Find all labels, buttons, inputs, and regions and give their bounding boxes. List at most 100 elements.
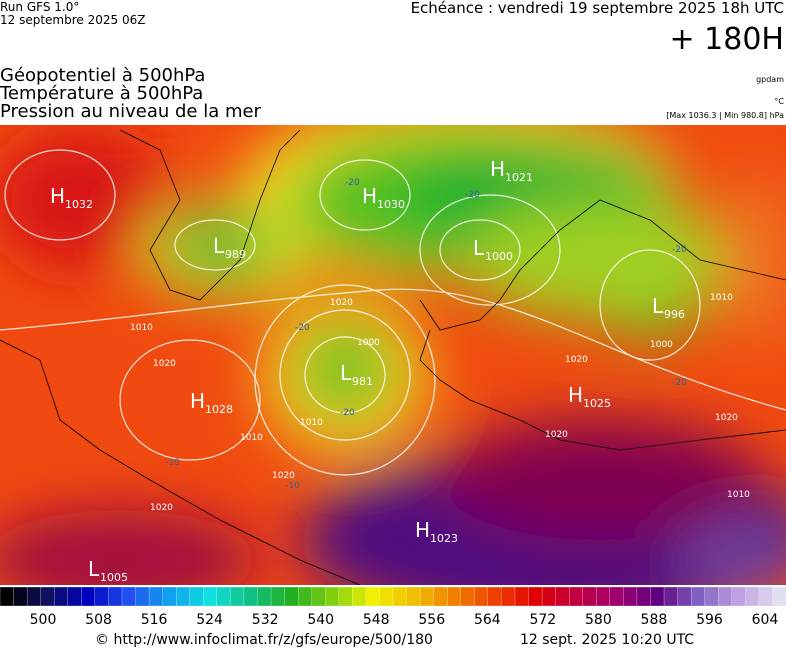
colorbar-swatch [419,586,435,607]
colorbar-swatch [379,586,394,607]
center-value: 1005 [100,571,128,584]
colorbar-swatch [67,586,82,607]
colorbar-swatch [54,586,69,607]
isobar-label: 1010 [300,418,323,428]
isobar-label: 1010 [710,293,733,303]
colorbar-swatch [94,586,110,607]
isobar-label: 1000 [357,338,380,348]
title-line: Température à 500hPa [0,83,203,104]
colorbar-swatch [325,586,340,607]
colorbar-tick-label: 556 [418,612,445,628]
colorbar-swatch [474,586,489,607]
center-value: 1030 [377,198,405,211]
colorbar-tick-label: 572 [529,612,556,628]
colorbar-swatch [569,586,584,607]
title-line: Géopotentiel à 500hPa [0,65,205,86]
colorbar-swatch [596,586,611,607]
colorbar-swatch [704,586,719,607]
center-letter: H [568,383,583,407]
colorbar-tick-label: 532 [252,612,279,628]
colorbar-swatch [731,586,746,607]
isobar-label: 1010 [240,433,263,443]
temperature-label: -10 [285,481,300,491]
center-value: 996 [664,308,685,321]
center-value: 1028 [205,403,233,416]
isobar-label: 1010 [130,323,153,333]
colorbar-swatch [447,586,462,607]
isobar-label: 1020 [272,471,295,481]
colorbar-tick-label: 564 [474,612,501,628]
colorbar-swatch [176,586,191,607]
colorbar-swatch [501,586,516,607]
unit-temp: °C [774,97,784,106]
colorbar-swatch [243,586,259,607]
colorbar-swatch [609,586,625,607]
isobar-label: 1020 [715,413,738,423]
isobar-label: 1020 [330,298,353,308]
echeance: Echéance : vendredi 19 septembre 2025 18… [411,0,784,17]
center-value: 981 [352,375,373,388]
colorbar-swatch [40,586,55,607]
center-letter: H [362,184,377,208]
isobar-label: 1020 [545,430,568,440]
lead-time: + 180H [670,22,785,57]
colorbar-tick-label: 516 [141,612,168,628]
colorbar-tick-label: 508 [85,612,112,628]
colorbar-swatch [81,586,96,607]
colorbar-tick-label: 524 [196,612,223,628]
colorbar-swatch [582,586,597,607]
colorbar-swatch [0,586,15,607]
colorbar-swatch [433,586,448,607]
colorbar-swatch [121,586,137,607]
isobar-label: 1020 [150,503,173,513]
colorbar-swatch [13,586,28,607]
pressure-range: [Max 1036.3 | Min 980.8] hPa [666,111,784,120]
colorbar-swatch [352,586,367,607]
colorbar-swatch [623,586,638,607]
temperature-label: -10 [165,458,180,468]
run-date: 12 septembre 2025 06Z [0,13,145,27]
center-letter: H [415,518,430,542]
colorbar-swatch [216,586,232,607]
colorbar-swatch [257,586,272,607]
colorbar-swatch [311,586,326,607]
temperature-label: -20 [672,378,687,388]
colorbar-swatch [663,586,679,607]
colorbar-swatch [108,586,123,607]
colorbar-swatch [677,586,692,607]
colorbar-swatch [718,586,733,607]
colorbar-swatch [148,586,164,607]
field [0,125,786,585]
temperature-label: -20 [465,190,480,200]
center-value: 1000 [485,250,513,263]
colorbar-swatch [203,586,218,607]
isobar-label: 1010 [727,490,750,500]
center-letter: L [473,236,485,260]
colorbar-swatch [514,586,530,607]
colorbar-swatch [270,586,286,607]
center-letter: H [490,157,505,181]
isobar-label: 1020 [153,359,176,369]
colorbar: 500 508 516 524 532 540 548 556 564 572 580 588 596 6… [0,586,786,628]
colorbar-swatch [162,586,177,607]
center-value: 989 [225,248,246,261]
center-letter: L [88,557,100,581]
temperature-label: -20 [340,408,355,418]
colorbar-swatch [487,586,503,607]
center-value: 1025 [583,397,611,410]
temperature-label: -20 [672,245,687,255]
colorbar-tick-label: 540 [307,612,334,628]
center-value: 1023 [430,532,458,545]
isobar-label: 1000 [650,340,673,350]
colorbar-swatch [406,586,421,607]
run-label: Run GFS 1.0° [0,0,79,14]
colorbar-swatch [555,586,570,607]
colorbar-tick-label: 580 [585,612,612,628]
colorbar-swatch [26,586,42,607]
center-letter: H [190,389,205,413]
colorbar-swatch [636,586,652,607]
center-letter: L [340,361,352,385]
title-line: Pression au niveau de la mer [0,101,262,122]
